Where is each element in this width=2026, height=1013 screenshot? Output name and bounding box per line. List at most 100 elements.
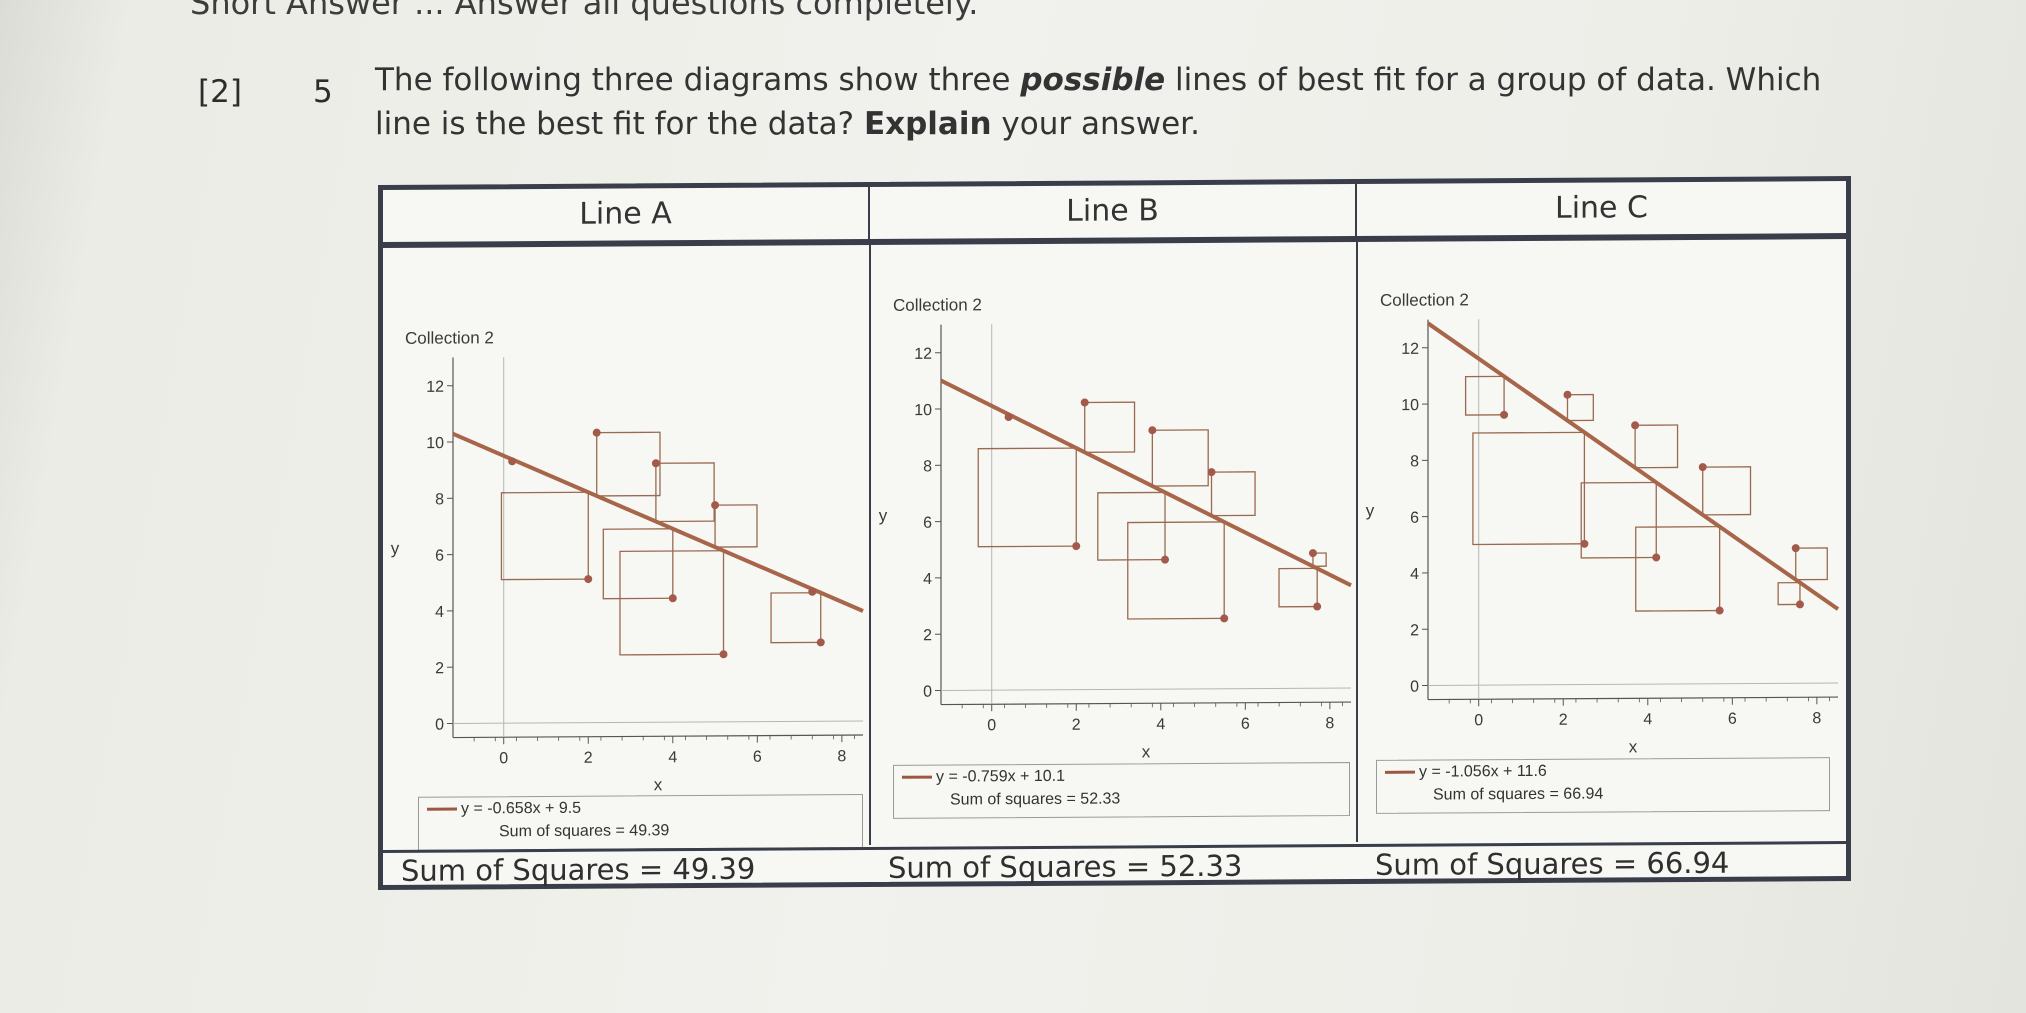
residual-square — [1702, 466, 1752, 516]
y-tick-label: 12 — [426, 379, 444, 396]
y-tick-label: 2 — [923, 627, 932, 644]
data-point — [1652, 553, 1661, 562]
data-point — [1580, 539, 1589, 548]
chart-title: Collection 2 — [405, 328, 494, 348]
x-tick-label: 2 — [1559, 712, 1568, 729]
panel-header-a: Line A — [383, 186, 870, 242]
figure-table: Line A Line B Line C Collection 2 0 2 4 6 8 10… — [378, 176, 1851, 891]
x-tick-label: 4 — [1156, 716, 1165, 733]
data-point — [808, 587, 817, 596]
data-point — [816, 638, 825, 647]
data-point — [1161, 555, 1170, 564]
y-axis-label: y — [879, 506, 888, 525]
best-fit-line — [1426, 321, 1840, 611]
residual-square — [977, 447, 1077, 548]
y-tick-label: 6 — [435, 548, 444, 565]
data-point — [651, 459, 660, 468]
legend-sum-squares: Sum of squares = 49.39 — [499, 822, 670, 841]
best-fit-line — [940, 378, 1352, 588]
y-axis-label: y — [391, 539, 400, 558]
residual-square — [655, 462, 715, 523]
y-tick-label: 12 — [1401, 341, 1419, 358]
legend-equation: y = -1.056x + 11.6 — [1419, 762, 1547, 781]
residual-square — [596, 431, 661, 497]
y-zero-line — [941, 687, 1351, 691]
y-tick-label: 2 — [1410, 622, 1419, 639]
panel-header-b: Line B — [870, 184, 1357, 239]
data-point — [1080, 398, 1089, 407]
data-point — [1207, 468, 1216, 477]
question-part: The following three diagrams show three — [375, 62, 1021, 98]
residual-square — [770, 592, 822, 644]
legend-b: y = -0.759x + 10.1 Sum of squares = 52.3… — [893, 762, 1350, 819]
x-tick-label: 8 — [1325, 715, 1334, 732]
residual-square — [602, 528, 674, 600]
x-axis — [453, 734, 863, 739]
legend-swatch — [1385, 770, 1415, 775]
question-number: 5 — [313, 74, 333, 110]
marks-label: [2] — [198, 74, 242, 110]
y-tick-label: 8 — [1410, 453, 1419, 470]
x-tick-label: 6 — [1241, 716, 1250, 733]
y-tick-label: 8 — [923, 458, 932, 475]
legend-swatch — [427, 807, 457, 811]
data-point — [1791, 544, 1800, 553]
x-tick-label: 2 — [584, 750, 593, 767]
y-tick-label: 0 — [1410, 679, 1419, 696]
footer-sum-squares-c: Sum of Squares = 66.94 — [1375, 845, 1730, 882]
y-tick-label: 4 — [1410, 566, 1419, 583]
residual-square — [1151, 429, 1209, 487]
y-tick-label: 0 — [923, 684, 932, 701]
residual-square — [1097, 491, 1166, 561]
residual-square — [1127, 521, 1225, 620]
x-tick-label: 4 — [1643, 711, 1652, 728]
data-point — [1072, 542, 1081, 551]
question-text: The following three diagrams show three … — [375, 58, 1885, 146]
chart-title: Collection 2 — [893, 295, 982, 315]
x-tick-label: 2 — [1072, 717, 1081, 734]
residual-square — [1312, 552, 1327, 567]
legend-c: y = -1.056x + 11.6 Sum of squares = 66.9… — [1376, 757, 1830, 814]
chart-line-b: Collection 2 0 2 4 6 8 10 12 0 2 4 6 8 x y — [879, 295, 1352, 761]
residual-square — [1084, 401, 1136, 453]
residual-square — [1210, 471, 1256, 517]
data-point — [1313, 602, 1322, 611]
y-tick-label: 10 — [426, 435, 444, 452]
residual-square — [1634, 424, 1679, 469]
legend-sum-squares: Sum of squares = 52.33 — [950, 790, 1121, 809]
y-tick-label: 0 — [435, 717, 444, 734]
y-tick-label: 10 — [914, 402, 932, 419]
x-tick-label: 4 — [668, 749, 677, 766]
x-axis — [1428, 696, 1838, 701]
footer-sum-squares-b: Sum of Squares = 52.33 — [888, 848, 1243, 885]
y-tick-label: 12 — [914, 346, 932, 363]
data-point — [719, 650, 728, 659]
data-point — [1631, 421, 1640, 430]
x-axis-label: x — [1142, 742, 1151, 761]
residual-square — [1278, 567, 1318, 608]
data-point — [592, 428, 601, 437]
data-point — [1004, 413, 1013, 422]
y-tick-label: 8 — [435, 491, 444, 508]
legend-a: y = -0.658x + 9.5 Sum of squares = 49.39 — [418, 794, 863, 851]
question-emphasis: possible — [1020, 62, 1166, 98]
residual-square — [1580, 481, 1657, 559]
legend-equation: y = -0.759x + 10.1 — [936, 767, 1065, 786]
residual-square — [1795, 547, 1828, 581]
data-point — [1795, 600, 1804, 609]
x-tick-label: 6 — [1728, 711, 1737, 728]
data-point — [1698, 463, 1707, 472]
chart-line-a: Collection 2 0 2 4 6 8 10 12 0 2 4 6 8 x y — [391, 328, 864, 794]
data-point — [1148, 426, 1157, 435]
panel-header-c: Line C — [1554, 190, 1648, 226]
data-point — [711, 501, 720, 510]
y-tick-label: 4 — [923, 571, 932, 588]
section-header: Short Answer ... Answer all questions co… — [190, 0, 979, 22]
y-axis-label: y — [1366, 501, 1375, 520]
chart-line-c: Collection 2 0 2 4 6 8 10 12 0 2 4 6 8 x y — [1366, 290, 1840, 756]
y-tick-label: 4 — [435, 604, 444, 621]
best-fit-line — [452, 431, 864, 613]
footer-sum-squares-a: Sum of Squares = 49.39 — [401, 851, 756, 888]
data-point — [508, 457, 517, 466]
residual-square — [1777, 581, 1801, 606]
